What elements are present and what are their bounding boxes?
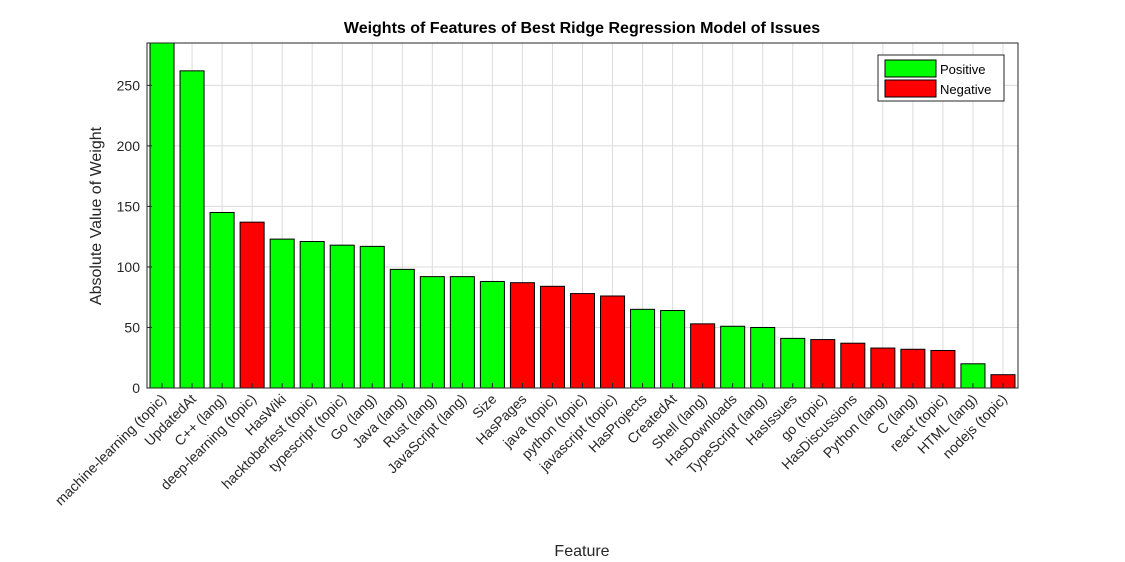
bars (149, 42, 1016, 389)
legend-swatch-positive (884, 59, 937, 78)
bar (810, 339, 836, 389)
bar (509, 282, 535, 389)
bar (569, 293, 596, 389)
bar (209, 211, 235, 389)
bar (449, 276, 475, 389)
bar (389, 268, 415, 389)
bar (239, 221, 265, 389)
legend-label-positive: Positive (940, 62, 986, 77)
bar (750, 326, 776, 389)
bar (539, 285, 565, 389)
y-tick-label: 50 (124, 319, 140, 335)
bar (840, 342, 866, 389)
x-axis-label: Feature (554, 543, 609, 560)
bar (419, 276, 445, 389)
bar (299, 241, 325, 389)
bar (269, 238, 295, 389)
bar (720, 325, 746, 389)
y-tick-label: 150 (117, 198, 141, 214)
bar (179, 70, 205, 389)
y-axis: 0 50 100 150 200 250 (117, 77, 152, 396)
bar (479, 280, 505, 389)
y-tick-label: 200 (117, 138, 141, 154)
bar (630, 308, 656, 389)
legend: Positive Negative (877, 54, 1005, 102)
bar (329, 244, 355, 389)
bar (660, 310, 686, 389)
bar (900, 348, 926, 389)
y-axis-label: Absolute Value of Weight (88, 126, 105, 305)
bar (870, 347, 896, 389)
y-tick-label: 0 (132, 380, 140, 396)
bar (149, 42, 175, 389)
y-tick-label: 250 (117, 77, 141, 93)
bar (930, 349, 956, 389)
legend-swatch-negative (884, 79, 937, 98)
bar (690, 323, 716, 389)
bar (600, 295, 626, 389)
y-tick-label: 100 (117, 259, 141, 275)
bar (780, 337, 806, 389)
legend-label-negative: Negative (940, 82, 991, 97)
bar (359, 245, 385, 389)
chart-title: Weights of Features of Best Ridge Regres… (344, 20, 820, 37)
